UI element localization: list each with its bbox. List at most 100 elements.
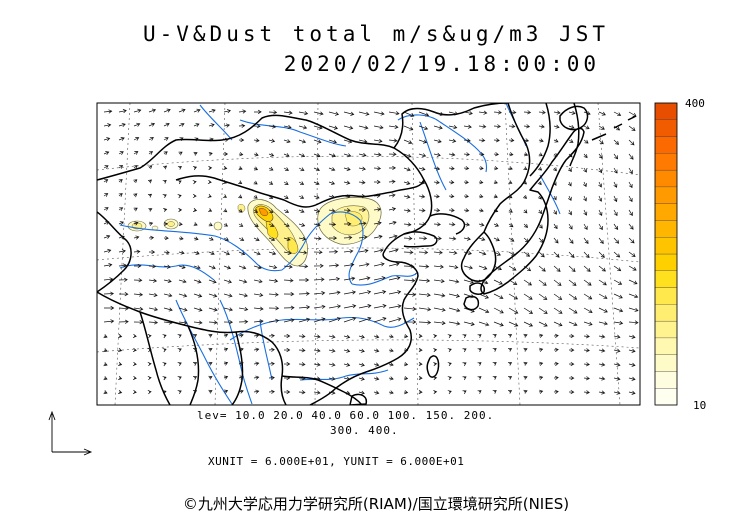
wind-arrow [358,125,369,130]
wind-arrow [238,375,244,380]
wind-arrow [343,334,351,339]
wind-arrow [388,193,396,198]
wind-arrow [598,153,603,159]
wind-arrow [628,195,633,203]
wind-arrow [118,179,123,183]
wind-arrow [193,108,201,113]
wind-arrow [283,223,290,228]
wind-arrow [508,208,513,213]
wind-arrow [103,221,110,225]
wind-arrow [418,208,426,213]
wind-arrow [238,237,245,242]
wind-arrow [538,375,544,380]
wind-arrow [463,279,474,284]
copyright-credit: ©九州大学応用力学研究所(RIAM)/国立環境研究所(NIES) [182,495,570,513]
wind-arrow [238,347,244,352]
wind-arrow [568,279,577,286]
colorbar-swatch [654,320,678,339]
wind-arrow [583,167,587,173]
wind-arrow [433,389,438,395]
wind-arrow [463,124,472,129]
wind-arrow [493,237,500,242]
wind-arrow [283,375,291,381]
wind-arrow [613,320,624,325]
wind-arrow [298,209,305,213]
wind-arrow [373,138,383,144]
wind-arrow [388,376,394,381]
wind-arrow [493,110,502,115]
wind-arrow [238,319,249,324]
wind-arrow [147,193,153,198]
wind-arrow [208,279,217,284]
wind-arrow [163,137,169,141]
wind-arrow [238,279,248,284]
wind-arrow [223,333,229,338]
wind-arrow [492,348,497,352]
wind-arrow [268,375,275,380]
wind-arrow [162,348,167,353]
wind-arrow [298,264,309,269]
wind-arrow [448,293,461,298]
wind-arrow [193,307,203,312]
wind-arrow [223,123,230,128]
wind-arrow [462,362,467,367]
wind-arrow [477,334,482,338]
wind-arrow [598,181,603,188]
wind-arrow [613,307,624,313]
wind-arrow [433,222,441,227]
wind-arrow [388,262,400,267]
wind-arrow [462,376,467,381]
wind-arrow [463,208,470,213]
wind-arrow [568,293,578,300]
wind-arrow [568,307,578,314]
wind-arrow [343,276,356,281]
wind-arrow [493,307,504,314]
wind-arrow [613,390,621,395]
wind-arrow [462,334,467,339]
wind-arrow [598,209,603,217]
colorbar-swatch [654,119,678,137]
wind-arrow [553,265,561,272]
wind-arrow [403,334,409,339]
wind-arrow [328,276,341,282]
wind-arrow [478,307,490,314]
wind-arrow [628,390,636,395]
wind-arrow [313,208,321,213]
wind-vector-field [103,108,639,395]
wind-arrow [268,166,274,171]
wind-arrow [403,278,416,283]
wind-arrow [523,138,530,143]
wind-arrow [178,207,183,213]
wind-arrow [523,152,529,157]
wind-arrow [583,237,589,245]
wind-arrow [568,251,575,258]
wind-arrow [598,139,604,145]
wind-arrow [133,151,139,155]
wind-arrow [343,376,351,381]
wind-arrow [103,376,108,381]
wind-arrow [433,293,446,298]
reference-vector [48,410,93,456]
wind-arrow [223,307,233,312]
wind-arrow [358,304,372,309]
wind-arrow [447,348,452,353]
wind-arrow [508,223,514,228]
wind-arrow [328,249,339,254]
wind-arrow [477,348,482,352]
wind-arrow [418,250,429,255]
wind-arrow [328,194,336,199]
wind-arrow [567,181,572,187]
wind-arrow [193,265,201,270]
wind-arrow [613,251,621,258]
wind-arrow [178,137,184,142]
wind-arrow [358,390,365,395]
wind-arrow [568,333,575,339]
wind-arrow [628,320,639,325]
wind-arrow [613,111,622,117]
wind-arrow [103,277,114,282]
wind-arrow [163,293,173,298]
wind-arrow [568,361,575,367]
wind-arrow [613,223,619,230]
wind-arrow [133,278,143,283]
wind-arrow [222,194,227,198]
